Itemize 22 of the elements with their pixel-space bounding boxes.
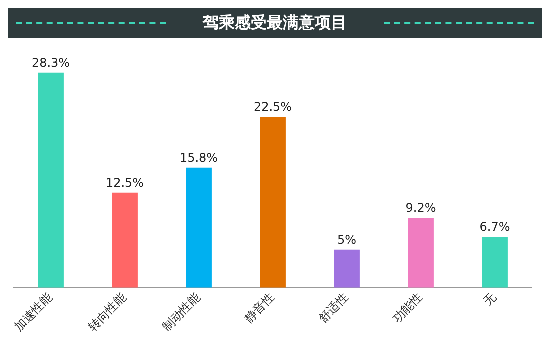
bar xyxy=(260,116,286,288)
x-tick-label: 舒适性 xyxy=(316,290,352,326)
x-tick-label: 转向性能 xyxy=(85,290,130,334)
data-label: 15.8% xyxy=(180,150,218,165)
chart-title: 驾乘感受最满意项目 xyxy=(203,12,347,34)
data-label: 5% xyxy=(337,233,357,248)
bar xyxy=(408,218,434,288)
x-tick-label: 加速性能 xyxy=(11,290,56,334)
x-tick-label: 制动性能 xyxy=(159,290,204,334)
data-label: 9.2% xyxy=(406,201,436,216)
bar xyxy=(112,192,138,288)
x-tick-label: 功能性 xyxy=(390,290,426,326)
x-tick-label: 静音性 xyxy=(242,290,278,326)
bar xyxy=(186,168,212,288)
data-label: 12.5% xyxy=(106,176,144,190)
bar xyxy=(334,250,360,288)
data-label: 6.7% xyxy=(480,220,510,234)
bar xyxy=(482,236,508,288)
x-tick-label: 无 xyxy=(480,290,500,309)
data-label: 28.3% xyxy=(32,56,70,70)
data-label: 22.5% xyxy=(254,100,292,114)
bar xyxy=(38,72,64,288)
